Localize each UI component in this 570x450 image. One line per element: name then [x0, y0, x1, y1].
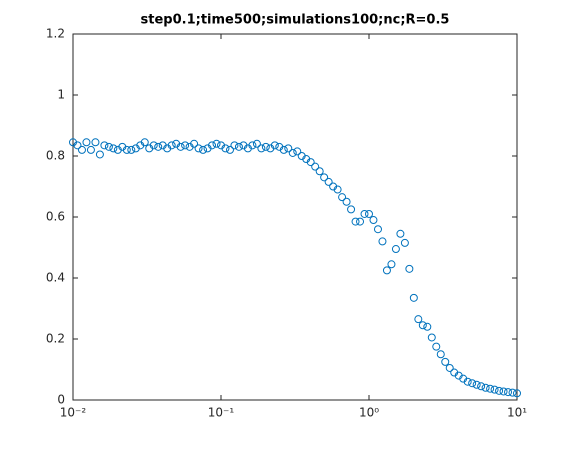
point — [486, 384, 495, 393]
plot-frame — [72, 33, 518, 401]
y-tick-label: 1 — [57, 88, 65, 102]
point — [257, 144, 266, 153]
point — [477, 382, 486, 391]
point — [391, 245, 400, 254]
point — [351, 217, 360, 226]
point — [199, 145, 208, 154]
y-tick-label: 0.6 — [46, 210, 65, 224]
point — [432, 342, 441, 351]
point — [77, 145, 86, 154]
point — [463, 377, 472, 386]
point — [95, 150, 104, 159]
point — [423, 322, 432, 331]
point — [445, 363, 454, 372]
point — [499, 387, 508, 396]
point — [234, 142, 243, 151]
point — [288, 148, 297, 157]
point — [109, 144, 118, 153]
point — [252, 139, 261, 148]
point — [181, 141, 190, 150]
point — [293, 147, 302, 156]
point — [441, 357, 450, 366]
point — [73, 141, 82, 150]
y-tick-label: 0.4 — [46, 271, 65, 285]
y-tick-label: 0 — [57, 393, 65, 407]
point — [82, 138, 91, 147]
point — [427, 333, 436, 342]
x-tick-label: 10¹ — [507, 406, 527, 420]
point — [230, 141, 239, 150]
x-tick-label: 10⁻¹ — [208, 406, 235, 420]
point — [369, 216, 378, 225]
point — [324, 177, 333, 186]
x-tick-label: 10⁰ — [359, 406, 379, 420]
point — [100, 141, 109, 150]
point — [356, 217, 365, 226]
point — [409, 293, 418, 302]
point — [127, 145, 136, 154]
point — [360, 209, 369, 218]
point — [472, 380, 481, 389]
point — [91, 138, 100, 147]
point — [225, 145, 234, 154]
point — [490, 385, 499, 394]
point — [279, 145, 288, 154]
point — [315, 167, 324, 176]
point — [176, 142, 185, 151]
point — [378, 237, 387, 246]
point — [104, 142, 113, 151]
point — [311, 162, 320, 171]
point — [396, 229, 405, 238]
point — [306, 158, 315, 167]
point — [284, 144, 293, 153]
point — [221, 144, 230, 153]
point — [436, 350, 445, 359]
point — [248, 141, 257, 150]
point — [418, 321, 427, 330]
point — [149, 141, 158, 150]
point — [333, 185, 342, 194]
point — [270, 141, 279, 150]
point — [212, 139, 221, 148]
point — [167, 141, 176, 150]
point — [468, 379, 477, 388]
point — [365, 209, 373, 218]
point — [194, 144, 203, 153]
point — [508, 388, 517, 397]
point — [338, 193, 347, 202]
point — [495, 386, 504, 395]
point — [373, 225, 382, 234]
point — [86, 145, 95, 154]
point — [320, 173, 329, 182]
y-tick-label: 0.2 — [46, 332, 65, 346]
point — [261, 142, 270, 151]
x-tick-label: 10⁻² — [60, 406, 87, 420]
point — [481, 383, 490, 392]
chart-title: step0.1;time500;simulations100;nc;R=0.5 — [141, 13, 450, 28]
point — [140, 138, 149, 147]
point — [122, 145, 131, 154]
point — [513, 389, 521, 398]
point — [414, 315, 423, 324]
y-tick-label: 0.8 — [46, 149, 65, 163]
y-tick-label: 1.2 — [46, 27, 65, 41]
point — [504, 388, 513, 397]
point — [382, 266, 391, 275]
point — [342, 197, 351, 206]
point — [387, 260, 396, 269]
point — [347, 205, 356, 214]
point — [208, 141, 217, 150]
point — [190, 139, 199, 148]
point — [154, 142, 163, 151]
point — [400, 238, 409, 247]
point — [405, 264, 414, 273]
